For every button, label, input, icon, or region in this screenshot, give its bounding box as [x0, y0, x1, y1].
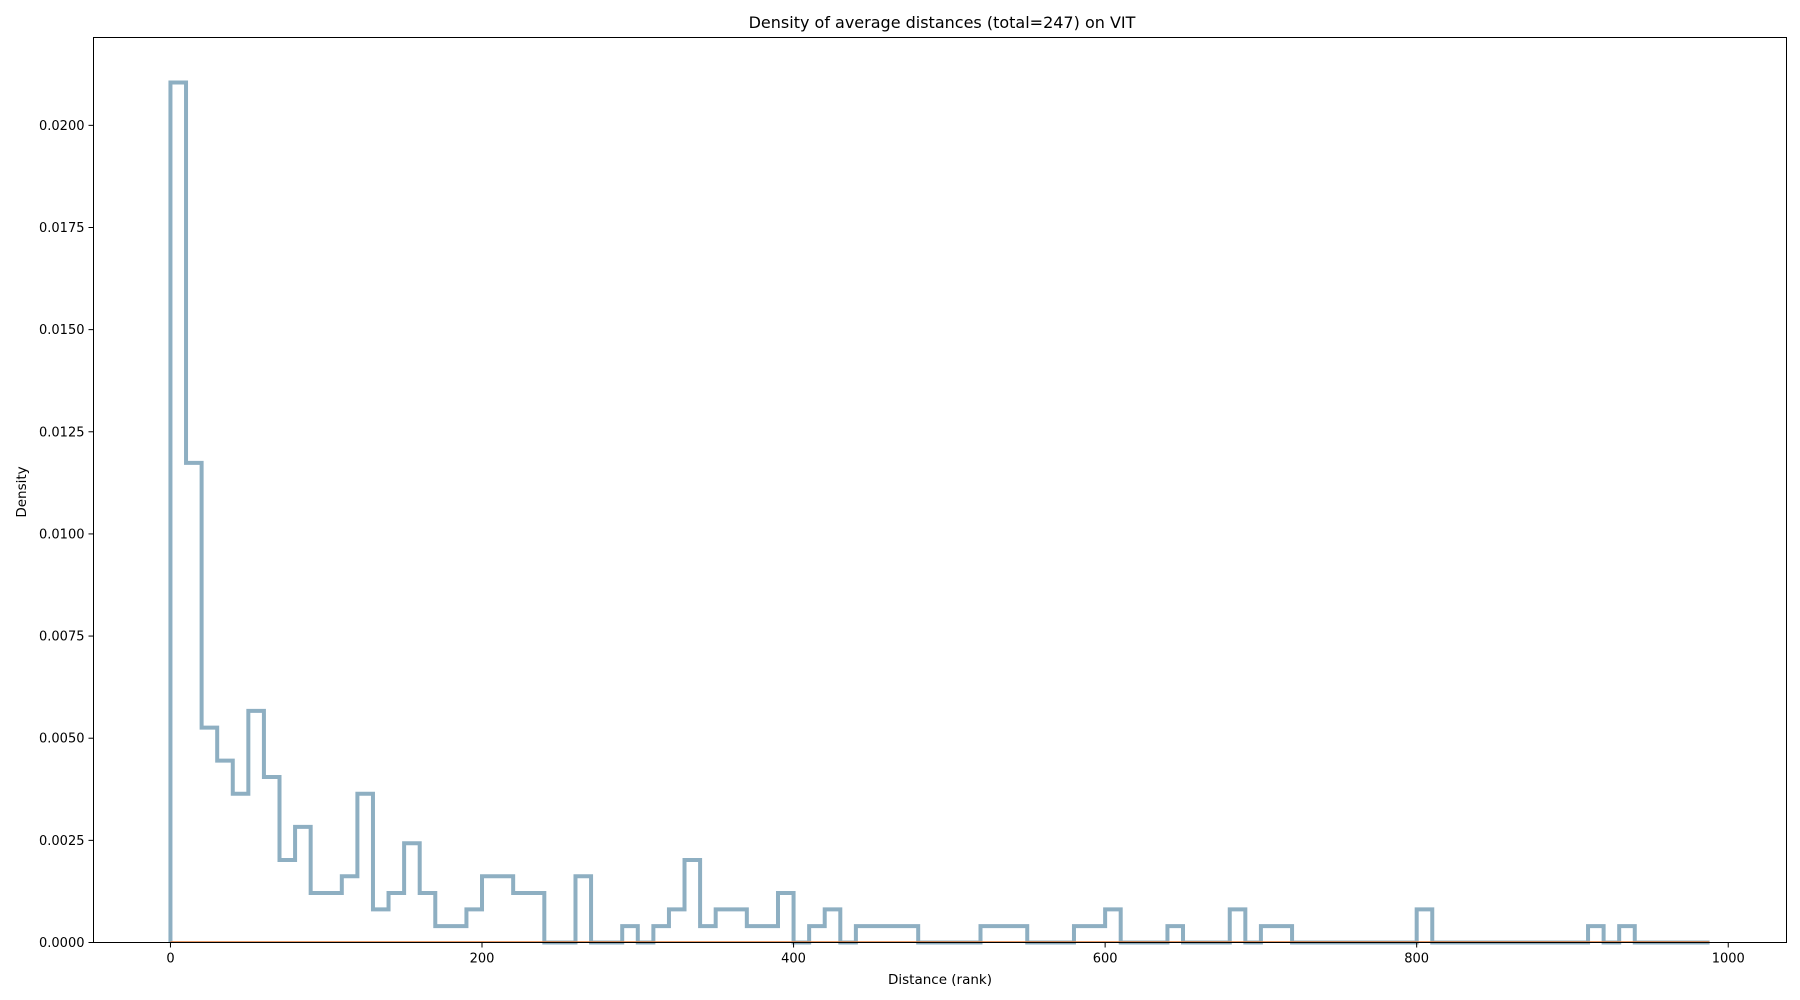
x-axis: 0 200 400 600 800 1000 — [166, 942, 1745, 967]
y-axis-label: Density — [14, 466, 30, 517]
x-tick-label: 1000 — [1712, 952, 1745, 967]
y-tick-label: 0.0200 — [39, 119, 85, 134]
y-tick-label: 0.0075 — [39, 630, 85, 645]
y-tick-label: 0.0050 — [39, 732, 85, 747]
y-tick-label: 0.0025 — [39, 834, 85, 849]
y-tick-label: 0.0000 — [39, 936, 85, 951]
x-tick-label: 600 — [1093, 952, 1118, 967]
chart-title: Density of average distances (total=247)… — [749, 13, 1136, 32]
y-tick-label: 0.0150 — [39, 323, 85, 338]
y-tick-label: 0.0100 — [39, 527, 85, 542]
y-tick-label: 0.0125 — [39, 425, 85, 440]
x-axis-label: Distance (rank) — [888, 972, 992, 988]
y-axis: 0.0000 0.0025 0.0050 0.0075 0.0100 0.0125 0.01… — [39, 119, 94, 951]
x-tick-label: 200 — [470, 952, 495, 967]
x-tick-label: 0 — [166, 952, 174, 967]
y-tick-label: 0.0175 — [39, 221, 85, 236]
plot-frame — [93, 37, 1787, 943]
x-tick-label: 800 — [1404, 952, 1429, 967]
x-tick-label: 400 — [781, 952, 806, 967]
